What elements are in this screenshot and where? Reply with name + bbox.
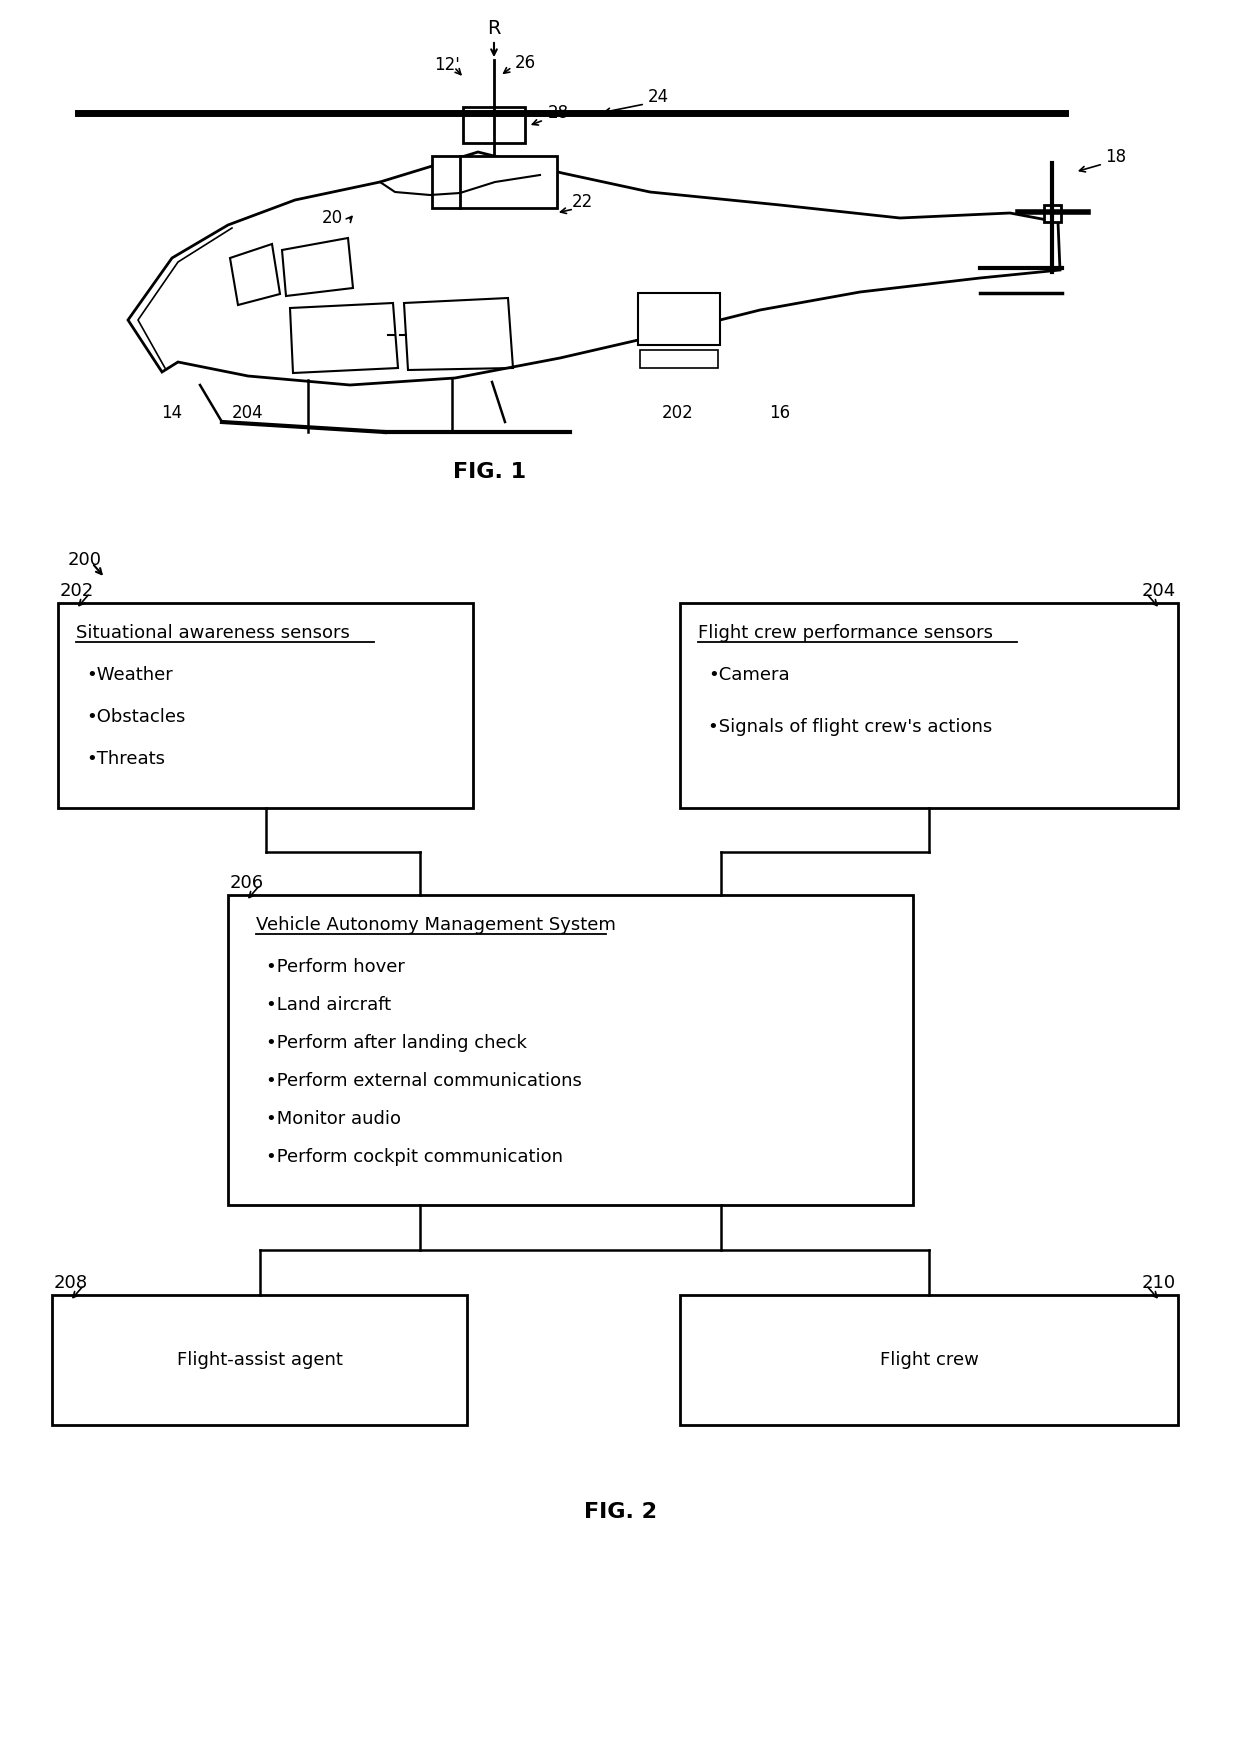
- Text: •Obstacles: •Obstacles: [86, 709, 185, 726]
- Text: 26: 26: [515, 54, 536, 71]
- Text: 22: 22: [572, 193, 593, 211]
- Text: •Perform hover: •Perform hover: [267, 958, 405, 977]
- Text: 28: 28: [548, 104, 569, 122]
- FancyBboxPatch shape: [58, 602, 472, 808]
- Text: •Threats: •Threats: [86, 750, 165, 768]
- Text: FIG. 2: FIG. 2: [584, 1502, 656, 1522]
- Text: 202: 202: [662, 404, 694, 421]
- Text: 204: 204: [1142, 581, 1176, 601]
- Text: 16: 16: [770, 404, 791, 421]
- Text: 206: 206: [229, 874, 264, 891]
- FancyBboxPatch shape: [228, 895, 913, 1205]
- FancyBboxPatch shape: [1044, 205, 1061, 223]
- FancyBboxPatch shape: [680, 1295, 1178, 1424]
- Text: 210: 210: [1142, 1274, 1176, 1292]
- Text: 14: 14: [161, 404, 182, 421]
- FancyBboxPatch shape: [52, 1295, 467, 1424]
- FancyBboxPatch shape: [432, 157, 557, 207]
- Text: •Signals of flight crew's actions: •Signals of flight crew's actions: [708, 717, 992, 736]
- Text: •Perform after landing check: •Perform after landing check: [267, 1034, 527, 1052]
- Text: Flight-assist agent: Flight-assist agent: [176, 1351, 342, 1368]
- Text: •Camera: •Camera: [708, 667, 790, 684]
- Text: 12': 12': [434, 56, 460, 75]
- FancyBboxPatch shape: [640, 350, 718, 367]
- Text: Vehicle Autonomy Management System: Vehicle Autonomy Management System: [255, 916, 616, 933]
- Text: •Perform external communications: •Perform external communications: [267, 1072, 582, 1090]
- Text: R: R: [487, 19, 501, 38]
- Text: 18: 18: [1105, 148, 1126, 165]
- Text: Situational awareness sensors: Situational awareness sensors: [76, 623, 350, 642]
- Text: •Weather: •Weather: [86, 667, 172, 684]
- Text: Flight crew performance sensors: Flight crew performance sensors: [698, 623, 993, 642]
- Text: Flight crew: Flight crew: [879, 1351, 978, 1368]
- Text: •Land aircraft: •Land aircraft: [267, 996, 391, 1013]
- FancyBboxPatch shape: [639, 292, 720, 345]
- Text: 204: 204: [232, 404, 264, 421]
- Text: 20: 20: [321, 209, 342, 226]
- FancyBboxPatch shape: [463, 106, 525, 143]
- Text: 24: 24: [649, 89, 670, 106]
- Text: 200: 200: [68, 550, 102, 569]
- FancyBboxPatch shape: [680, 602, 1178, 808]
- Text: 202: 202: [60, 581, 94, 601]
- Text: •Perform cockpit communication: •Perform cockpit communication: [267, 1147, 563, 1166]
- Text: •Monitor audio: •Monitor audio: [267, 1111, 401, 1128]
- Text: 208: 208: [55, 1274, 88, 1292]
- Text: FIG. 1: FIG. 1: [454, 461, 527, 482]
